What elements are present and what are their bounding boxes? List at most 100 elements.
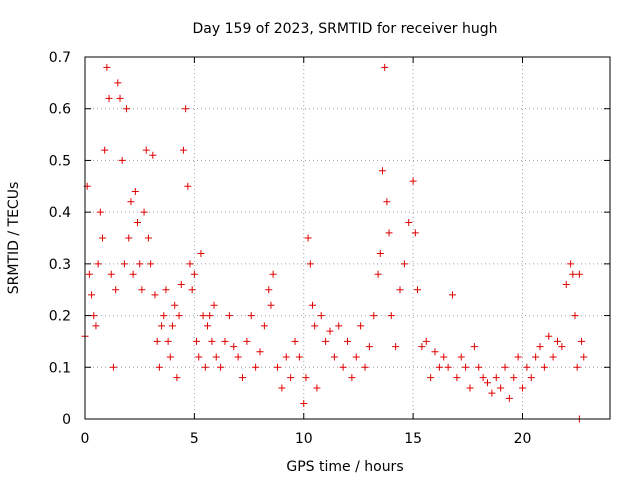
- data-point: [252, 363, 260, 371]
- x-axis-label: GPS time / hours: [286, 459, 403, 475]
- data-point: [431, 348, 439, 356]
- data-point: [532, 353, 540, 361]
- data-point: [173, 374, 181, 382]
- data-point: [440, 353, 448, 361]
- data-point: [381, 63, 389, 71]
- axis-ticks: [84, 56, 610, 420]
- data-point: [269, 270, 277, 278]
- data-point: [376, 250, 384, 258]
- data-point: [418, 343, 426, 351]
- data-point: [138, 286, 146, 294]
- data-point: [558, 343, 566, 351]
- data-point: [466, 384, 474, 392]
- data-point: [339, 363, 347, 371]
- data-point: [212, 353, 220, 361]
- x-tick-label: 15: [404, 431, 422, 447]
- data-point: [186, 260, 194, 268]
- data-point: [234, 353, 242, 361]
- data-point: [99, 234, 106, 242]
- data-point: [510, 374, 518, 382]
- data-point: [411, 229, 419, 237]
- data-point: [129, 270, 137, 278]
- data-point: [348, 374, 356, 382]
- data-point: [580, 353, 588, 361]
- data-point: [278, 384, 286, 392]
- data-point: [317, 312, 325, 320]
- y-tick-label: 0.1: [49, 360, 71, 376]
- x-tick-label: 5: [190, 431, 199, 447]
- data-point: [444, 363, 452, 371]
- x-tick-label: 20: [514, 431, 532, 447]
- data-point: [536, 343, 544, 351]
- data-point: [160, 312, 168, 320]
- plot-frame: [84, 56, 611, 420]
- data-point: [453, 374, 461, 382]
- data-point: [164, 337, 172, 345]
- data-point: [118, 156, 126, 164]
- y-tick-label: 0.7: [49, 50, 71, 66]
- data-point: [142, 146, 150, 154]
- data-point: [322, 337, 330, 345]
- data-point: [260, 322, 268, 330]
- data-point: [492, 374, 500, 382]
- data-point: [475, 363, 483, 371]
- data-point: [396, 286, 404, 294]
- data-point: [361, 363, 369, 371]
- data-point: [287, 374, 295, 382]
- data-point: [527, 374, 535, 382]
- data-point: [85, 270, 93, 278]
- data-point: [414, 286, 421, 294]
- data-point: [169, 322, 176, 330]
- y-tick-label: 0.6: [49, 102, 71, 118]
- data-point: [569, 270, 577, 278]
- data-point: [208, 337, 216, 345]
- data-point: [457, 353, 465, 361]
- data-point: [190, 270, 198, 278]
- y-tick-labels: 0 0.1 0.2 0.3 0.4 0.5 0.6 0.7: [49, 50, 71, 428]
- data-point: [210, 301, 218, 309]
- data-points: [81, 63, 588, 423]
- data-point: [179, 146, 187, 154]
- data-point: [497, 384, 505, 392]
- data-point: [197, 250, 205, 258]
- data-point: [131, 187, 139, 195]
- data-point: [488, 389, 496, 397]
- data-point: [151, 291, 159, 299]
- data-point: [188, 286, 196, 294]
- grid: [85, 57, 610, 419]
- y-tick-label: 0.3: [49, 257, 71, 273]
- data-point: [330, 353, 338, 361]
- data-point: [144, 234, 152, 242]
- data-point: [427, 374, 435, 382]
- data-point: [182, 105, 190, 113]
- data-point: [175, 312, 183, 320]
- data-point: [523, 363, 531, 371]
- data-point: [519, 384, 526, 392]
- data-point: [107, 270, 115, 278]
- data-point: [291, 337, 299, 345]
- data-point: [243, 337, 251, 345]
- data-point: [300, 399, 308, 407]
- data-point: [383, 198, 391, 206]
- data-point: [105, 94, 113, 102]
- data-point: [177, 281, 185, 289]
- data-point: [134, 218, 141, 226]
- data-point: [217, 363, 225, 371]
- data-point: [114, 79, 122, 87]
- data-point: [514, 353, 522, 361]
- data-point: [136, 260, 144, 268]
- data-point: [195, 353, 203, 361]
- data-point: [313, 384, 321, 392]
- data-point: [575, 270, 583, 278]
- data-point: [306, 260, 314, 268]
- data-point: [567, 260, 575, 268]
- y-tick-label: 0.2: [49, 309, 71, 325]
- data-point: [204, 322, 211, 330]
- y-tick-label: 0.5: [49, 153, 71, 169]
- data-point: [267, 301, 275, 309]
- data-point: [140, 208, 148, 216]
- data-point: [247, 312, 255, 320]
- data-point: [385, 229, 393, 237]
- data-point: [549, 353, 557, 361]
